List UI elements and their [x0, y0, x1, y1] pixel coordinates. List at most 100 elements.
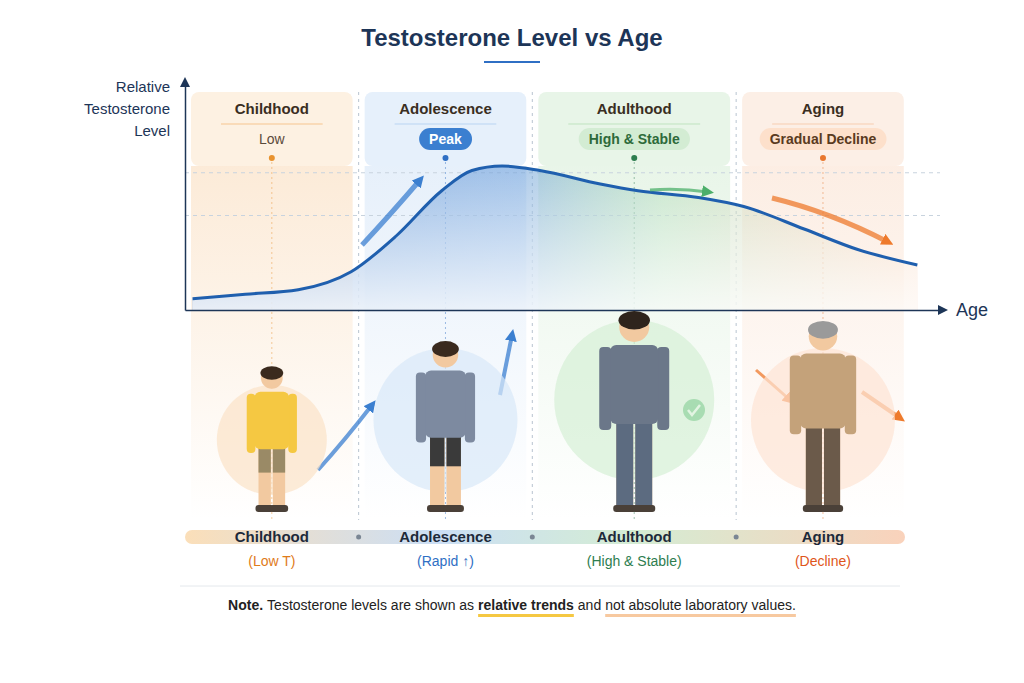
chart-title: Testosterone Level vs Age: [361, 24, 662, 51]
note-underline: [605, 614, 796, 617]
stage-divider: [772, 124, 874, 125]
note: Note.Testosterone levels are shown asrel…: [228, 597, 796, 617]
area-fade: [193, 166, 918, 310]
stage-captions: Childhood(Low T)Adolescence(Rapid ↑)Adul…: [235, 528, 851, 569]
y-axis-arrow: [180, 77, 190, 87]
hair: [618, 311, 650, 330]
stage-label: Childhood: [235, 100, 309, 117]
pants: [430, 434, 444, 466]
figure-backdrop: [751, 348, 895, 492]
shoe: [821, 505, 843, 512]
leg: [259, 445, 271, 506]
stage-divider: [221, 124, 323, 125]
stage-label: Adolescence: [399, 100, 492, 117]
hair: [432, 341, 459, 357]
arm: [247, 394, 256, 453]
title-accent: [484, 61, 540, 63]
y-axis-title-line: Level: [134, 122, 170, 139]
torso: [425, 371, 466, 438]
figure-backdrop: [554, 320, 714, 480]
stage-header: [742, 92, 904, 166]
axis-line: [185, 86, 187, 311]
stage-caption: (Low T): [248, 553, 295, 569]
torso: [610, 345, 658, 424]
arm: [845, 356, 856, 435]
stage-level: High & Stable: [589, 131, 680, 147]
hair: [808, 321, 838, 339]
pants: [259, 445, 271, 472]
stage-level-pill: [760, 128, 887, 150]
stage-level: Peak: [429, 131, 462, 147]
arm: [657, 347, 669, 430]
x-axis-arrow: [938, 305, 948, 315]
stage-divider: [568, 124, 700, 125]
leg: [824, 425, 840, 506]
torso: [800, 354, 846, 429]
stage-caption: (Rapid ↑): [417, 553, 474, 569]
stage-header: [365, 92, 527, 166]
stage-divider: [395, 124, 497, 125]
axis-line: [186, 310, 941, 312]
grid-line: [185, 172, 940, 173]
band-dot: [356, 535, 361, 540]
y-axis: [185, 86, 187, 311]
note-rule: [180, 586, 900, 587]
arm: [790, 356, 801, 435]
arm: [416, 373, 426, 443]
pants: [806, 425, 822, 506]
note-underline: [478, 614, 574, 617]
stage-level-pill: [419, 128, 472, 150]
person-figure: [247, 366, 297, 512]
leg: [806, 425, 822, 506]
x-axis-title: Age: [956, 300, 988, 320]
data-line: [193, 166, 918, 299]
person-figure: [416, 341, 475, 512]
note-text: relative trends: [478, 597, 574, 613]
shoe: [632, 505, 655, 512]
note-text: not absolute laboratory values.: [605, 597, 796, 613]
person-figure: [599, 311, 669, 512]
shoe: [270, 505, 288, 512]
person-figure: [790, 321, 856, 512]
band-dot: [734, 535, 739, 540]
trend-arrow: [362, 180, 420, 245]
area-fill: [193, 166, 918, 310]
stage-label: Adulthood: [597, 100, 672, 117]
pants: [273, 445, 285, 472]
stage-dot: [631, 155, 637, 161]
leg: [616, 420, 633, 506]
stage-caption: (Decline): [795, 553, 851, 569]
stage-caption: (High & Stable): [587, 553, 682, 569]
band-dot: [530, 535, 535, 540]
stage-label: Aging: [802, 100, 845, 117]
stage-caption-label: Adulthood: [597, 528, 672, 545]
stage-caption-label: Childhood: [235, 528, 309, 545]
y-axis-title-line: Relative: [116, 78, 170, 95]
y-axis-title: RelativeTestosteroneLevel: [84, 78, 170, 139]
trend-arrow: [772, 198, 888, 242]
x-axis: [186, 310, 941, 311]
head: [261, 367, 283, 389]
chart-root: Testosterone Level vs Age Childhood Low Ado…: [0, 0, 1024, 683]
stage-level: Low: [259, 131, 286, 147]
stage-header: [191, 92, 353, 166]
stage-caption-label: Aging: [802, 528, 845, 545]
stage-header: [538, 92, 730, 166]
head: [433, 342, 459, 368]
plot-area: [193, 166, 918, 310]
stage-level-pill: [579, 128, 690, 150]
note-text: Testosterone levels are shown as: [267, 597, 474, 613]
pants: [824, 425, 840, 506]
arm: [465, 373, 475, 443]
head: [809, 322, 838, 351]
pants: [616, 420, 633, 506]
pants: [635, 420, 652, 506]
hair: [260, 366, 283, 379]
shoe: [443, 505, 463, 512]
figure-backdrop: [217, 385, 327, 495]
figure-backdrop: [373, 348, 517, 492]
stage-dot: [442, 155, 448, 161]
stage-dot: [820, 155, 826, 161]
leg: [430, 434, 444, 506]
torso: [254, 392, 289, 450]
